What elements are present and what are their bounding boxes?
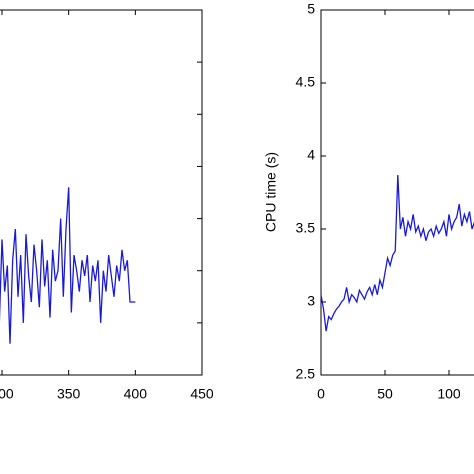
y-tick-label: 3 [307,293,315,309]
x-tick-label: 300 [0,386,14,402]
y-tick-label: 2.5 [296,366,316,382]
x-tick-label: 100 [437,386,461,402]
y-tick-label: 3.5 [296,220,316,236]
data-line [320,174,474,332]
y-tick-label: 5 [307,1,315,17]
y-tick-label: 4 [307,147,315,163]
x-tick-label: 400 [124,386,148,402]
data-line [0,187,136,344]
y-tick-label: 4.5 [296,74,316,90]
x-tick-label: 50 [377,386,393,402]
x-tick-label: 350 [57,386,81,402]
x-tick-label: 0 [317,386,325,402]
axes-frame [320,9,474,376]
axes-frame [0,9,203,376]
y-axis-label: CPU time (s) [263,152,279,232]
x-tick-label: 450 [190,386,214,402]
